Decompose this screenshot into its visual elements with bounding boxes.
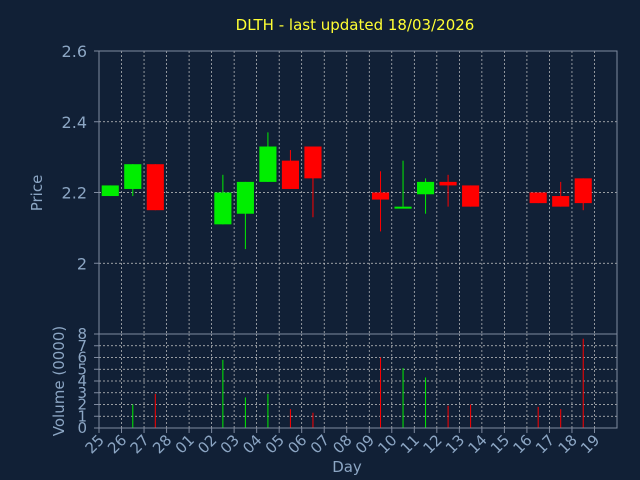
volume-y-tick-label: 4 [77, 372, 87, 390]
price-y-tick-label: 2.6 [62, 42, 87, 61]
volume-y-tick-label: 8 [77, 325, 87, 343]
price-panel: 2 2.2 2.4 2.6 [62, 42, 618, 335]
volume-y-tick-label: 0 [77, 419, 87, 437]
x-axis-label: Day [332, 458, 362, 476]
candle-body [552, 196, 570, 207]
candle-body [529, 192, 547, 204]
volume-y-tick-label: 7 [77, 337, 87, 355]
candle-body [236, 181, 254, 214]
price-y-tick-label: 2.4 [62, 113, 87, 132]
price-y-tick-label: 2.2 [62, 184, 87, 203]
price-axis-label: Price [28, 175, 46, 212]
candle-body [214, 192, 232, 225]
candle-body [259, 146, 277, 182]
candle-body [146, 164, 164, 211]
volume-y-tick-label: 1 [77, 407, 87, 425]
candle-body [371, 192, 390, 200]
candle-body [304, 146, 322, 179]
candle-body [462, 185, 480, 207]
chart-title: DLTH - last updated 18/03/2026 [236, 16, 475, 34]
candle-body [281, 160, 299, 189]
candle-body [394, 206, 412, 209]
candle-body [124, 164, 142, 189]
volume-y-tick-label: 2 [77, 396, 87, 414]
volume-y-tick-label: 5 [77, 360, 87, 378]
volume-plot-frame [98, 333, 618, 429]
candle-body [417, 181, 435, 195]
price-y-tick-label: 2 [77, 254, 87, 273]
candle-body [574, 178, 592, 204]
candle-body [439, 181, 457, 186]
candle-body [101, 185, 119, 197]
volume-y-tick-label: 3 [77, 384, 87, 402]
volume-axis-label: Volume (0000) [50, 326, 68, 436]
volume-y-tick-label: 6 [77, 349, 87, 367]
